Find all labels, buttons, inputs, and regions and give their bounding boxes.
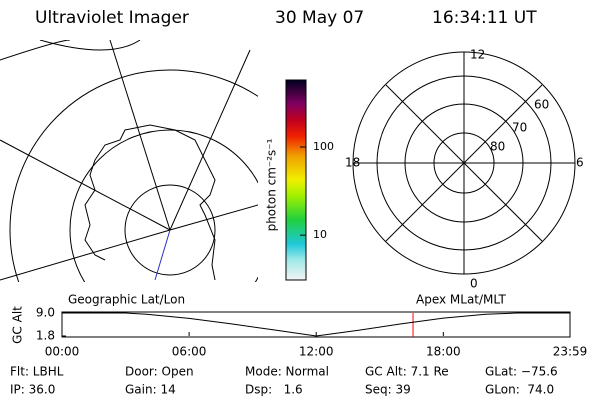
status-field: GC Alt: 7.1 Re <box>365 365 449 379</box>
y-tick-label: 1.8 <box>36 329 55 343</box>
status-field: Gain: 14 <box>125 383 176 397</box>
status-field: GLon: 74.0 <box>485 383 554 397</box>
hour-label: 12 <box>470 48 485 62</box>
map <box>0 40 258 282</box>
x-tick-label: 00:00 <box>45 345 80 359</box>
altitude-line <box>62 312 571 337</box>
colorbar-tick-label: 10 <box>313 228 327 241</box>
colorbar-tick-label: 100 <box>313 140 334 153</box>
status-field: Dsp: 1.6 <box>245 383 303 397</box>
status-field: IP: 36.0 <box>10 383 55 397</box>
x-tick-label: 06:00 <box>172 345 207 359</box>
time: 16:34:11 UT <box>432 8 537 28</box>
alt-plot-frame <box>61 311 571 338</box>
colorbar <box>285 79 307 281</box>
hour-label: 6 <box>576 156 584 170</box>
x-tick-label: 18:00 <box>426 345 461 359</box>
hour-label: 0 <box>470 277 478 291</box>
ring-label: 80 <box>490 140 505 154</box>
date: 30 May 07 <box>275 8 364 28</box>
status-field: Mode: Normal <box>245 365 329 379</box>
hour-label: 18 <box>345 156 360 170</box>
status-field: GLat: −75.6 <box>485 365 558 379</box>
left-label: Geographic Lat/Lon <box>68 293 185 307</box>
title: Ultraviolet Imager <box>35 8 189 28</box>
y-axis-label: GC Alt <box>11 306 25 344</box>
y-tick-label: 9.0 <box>36 306 55 320</box>
status-field: Seq: 39 <box>365 383 411 397</box>
ring-label: 60 <box>534 98 549 112</box>
colorbar-label: photon cm⁻²s⁻¹ <box>265 138 279 231</box>
status-field: Flt: LBHL <box>10 365 64 379</box>
x-tick-label: 12:00 <box>299 345 334 359</box>
ring-label: 70 <box>512 121 527 135</box>
right-label: Apex MLat/MLT <box>416 293 506 307</box>
x-tick-label: 23:59 <box>553 345 588 359</box>
polar-grid <box>352 51 576 275</box>
status-field: Door: Open <box>125 365 194 379</box>
